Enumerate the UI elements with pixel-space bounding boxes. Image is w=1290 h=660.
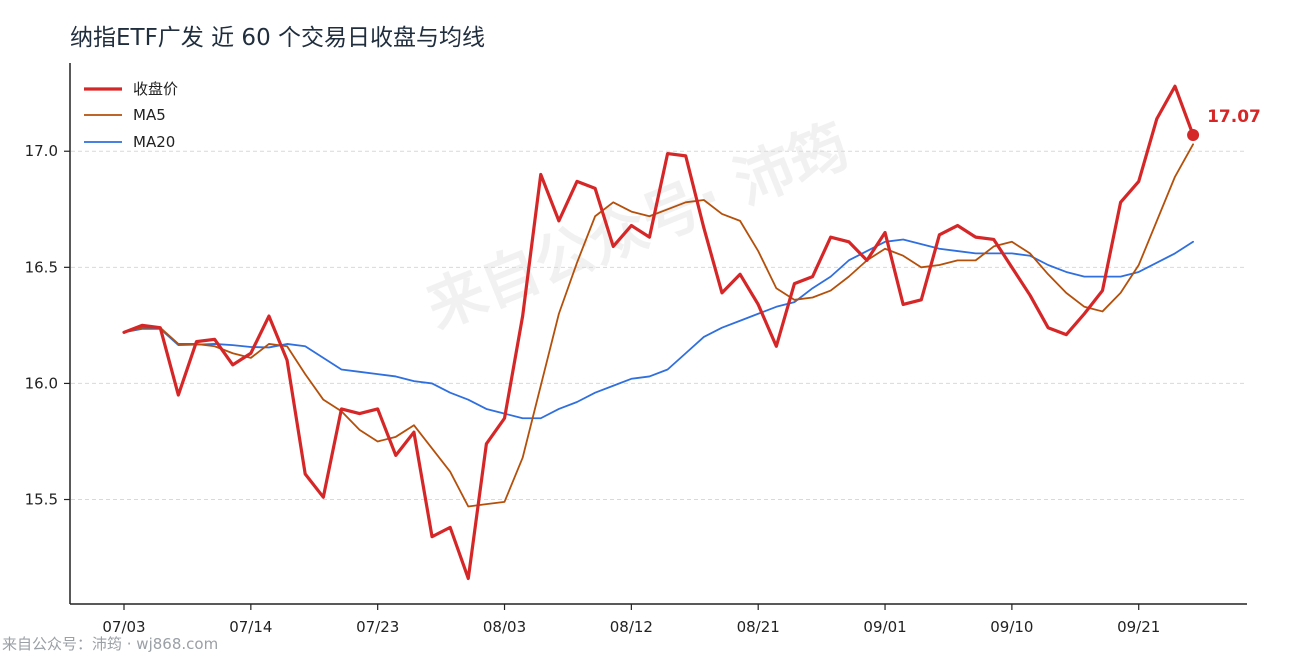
x-tick-label: 09/21 xyxy=(1117,618,1160,636)
series-line-ma20 xyxy=(123,238,1194,420)
chart-title: 纳指ETF广发 近 60 个交易日收盘与均线 xyxy=(70,25,486,51)
legend-label-ma5: MA5 xyxy=(133,106,166,124)
y-tick-label: 17.0 xyxy=(25,142,58,160)
x-tick-label: 09/01 xyxy=(863,618,906,636)
watermark: 来自公众号· 沛筠 xyxy=(417,111,858,342)
y-tick-label: 16.0 xyxy=(25,374,58,392)
axes: 15.5 16.0 16.5 17.0 07/03 07/14 07/23 08/03 08/1… xyxy=(25,63,1247,636)
last-close-label: 17.07 xyxy=(1207,107,1261,127)
y-tick-label: 15.5 xyxy=(25,491,58,509)
series-line-ma5 xyxy=(123,143,1194,508)
grid-lines xyxy=(71,150,1247,501)
x-tick-label: 09/10 xyxy=(990,618,1033,636)
x-tick-label: 08/12 xyxy=(610,618,653,636)
footer-note: 来自公众号：沛筠 · wj868.com xyxy=(2,635,219,653)
last-close-marker xyxy=(1187,128,1200,141)
x-tick-label: 07/23 xyxy=(356,618,399,636)
x-tick-label: 08/03 xyxy=(483,618,526,636)
y-tick-label: 16.5 xyxy=(25,258,58,276)
x-tick-label: 08/21 xyxy=(737,618,780,636)
last-point-layer: 17.07 xyxy=(1187,107,1261,141)
x-tick-label: 07/14 xyxy=(229,618,272,636)
series-layer xyxy=(122,84,1195,581)
legend: 收盘价 MA5 MA20 xyxy=(84,80,178,151)
x-tick-label: 07/03 xyxy=(102,618,145,636)
legend-label-close: 收盘价 xyxy=(133,80,178,98)
series-line-close xyxy=(122,84,1195,581)
legend-label-ma20: MA20 xyxy=(133,133,175,151)
